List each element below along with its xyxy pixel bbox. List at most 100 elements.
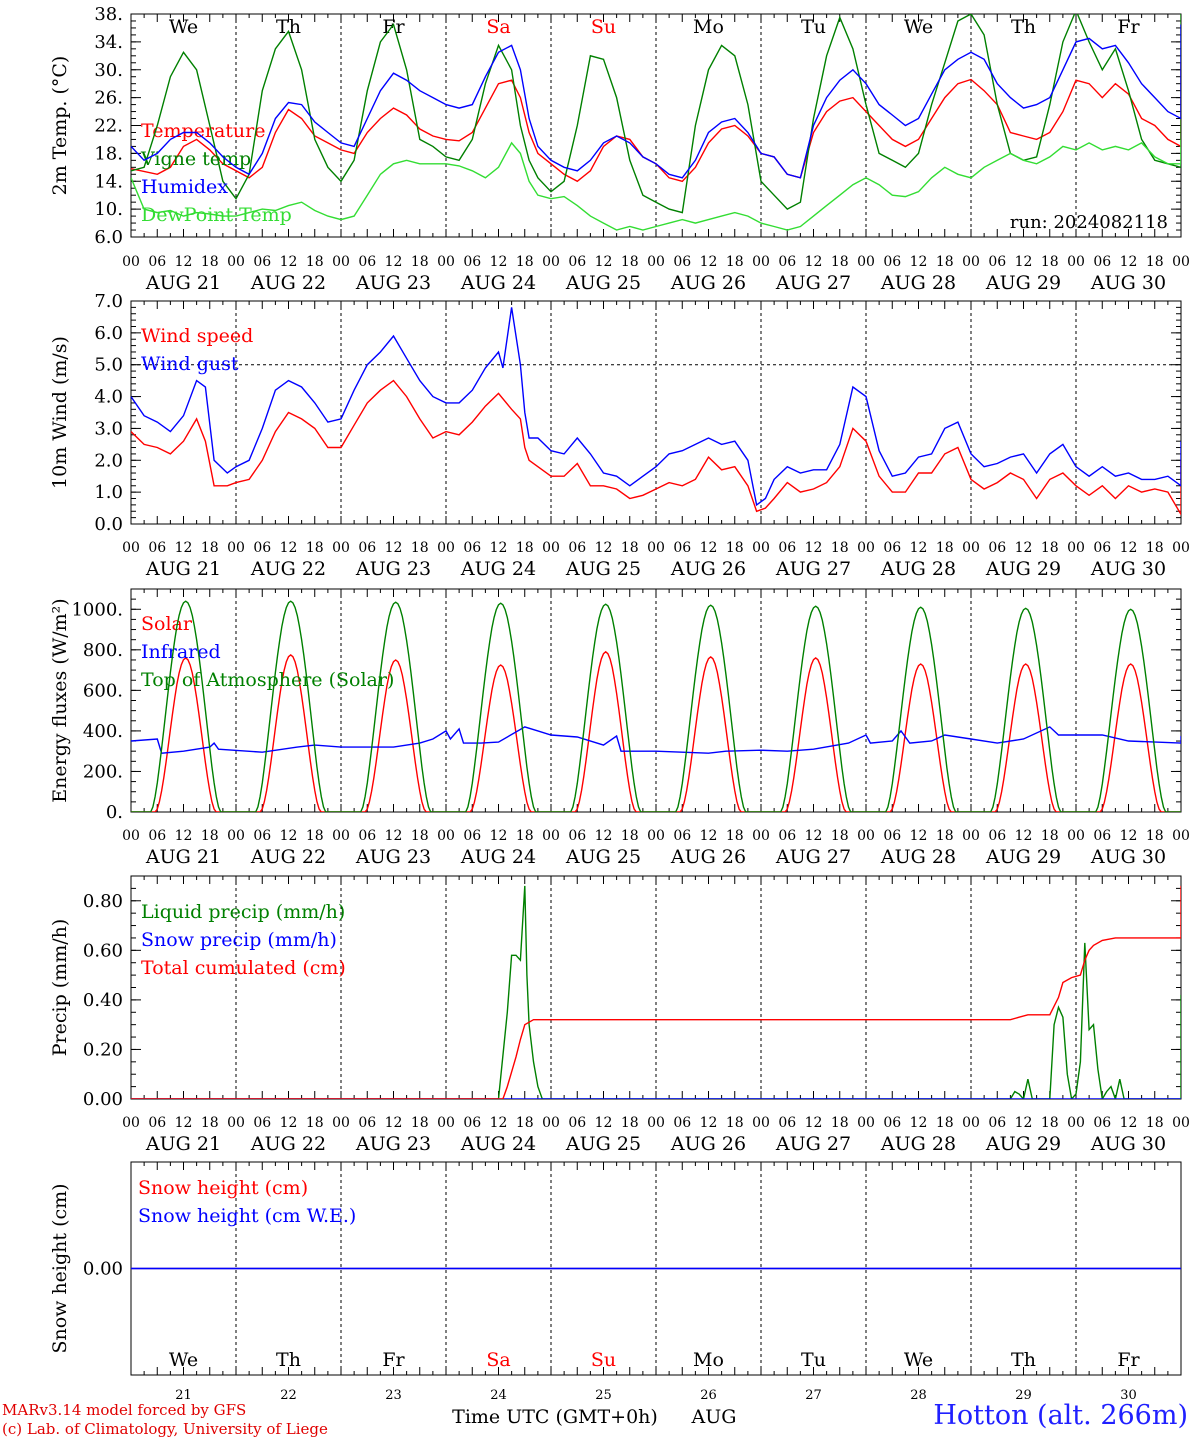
hour-tick-label: 06 [463, 540, 481, 556]
y-tick-label: 1000. [71, 599, 123, 620]
day-number-label: 30 [1120, 1388, 1137, 1403]
hour-tick-label: 12 [1120, 540, 1138, 556]
hour-tick-label: 00 [1067, 828, 1085, 844]
date-label: AUG 22 [250, 558, 326, 580]
hour-tick-label: 12 [1015, 1115, 1033, 1131]
hour-tick-label: 18 [411, 540, 429, 556]
hour-tick-label: 12 [700, 254, 718, 270]
hour-tick-label: 06 [463, 254, 481, 270]
hour-tick-label: 00 [752, 254, 770, 270]
legend-entry: Snow height (cm) [138, 1177, 308, 1199]
hour-tick-label: 18 [411, 828, 429, 844]
date-label: AUG 27 [775, 558, 851, 580]
hour-tick-label: 06 [988, 540, 1006, 556]
hour-tick-label: 18 [201, 540, 219, 556]
date-label: AUG 29 [985, 272, 1061, 294]
date-label: AUG 22 [250, 272, 326, 294]
legend-entry: Snow precip (mm/h) [141, 929, 337, 951]
hour-tick-label: 00 [437, 828, 455, 844]
y-tick-label: 1.0 [94, 482, 123, 503]
y-tick-label: 0. [106, 802, 123, 823]
hour-tick-label: 18 [1146, 828, 1164, 844]
hour-tick-label: 00 [542, 254, 560, 270]
hour-tick-label: 12 [280, 828, 298, 844]
hour-tick-label: 18 [1041, 828, 1059, 844]
y-tick-label: 0.0 [94, 514, 123, 535]
hour-tick-label: 00 [227, 828, 245, 844]
hour-tick-label: 12 [805, 254, 823, 270]
hour-tick-label: 00 [227, 254, 245, 270]
hour-tick-label: 12 [1120, 254, 1138, 270]
weekday-label: We [904, 1349, 933, 1371]
hour-tick-label: 00 [542, 828, 560, 844]
hour-tick-label: 06 [673, 828, 691, 844]
hour-tick-label: 12 [595, 540, 613, 556]
hour-tick-label: 00 [857, 540, 875, 556]
y-tick-label: 6.0 [94, 227, 123, 248]
y-tick-label: 0.40 [83, 990, 123, 1011]
hour-tick-label: 06 [358, 254, 376, 270]
y-tick-label: 4.0 [94, 387, 123, 408]
panel-frame [130, 588, 1182, 813]
day-number-label: 28 [910, 1388, 927, 1403]
hour-tick-label: 12 [700, 540, 718, 556]
date-label: AUG 22 [250, 846, 326, 868]
hour-tick-label: 18 [831, 1115, 849, 1131]
day-number-label: 21 [175, 1388, 192, 1403]
hour-tick-label: 12 [805, 540, 823, 556]
y-tick-label: 3.0 [94, 418, 123, 439]
date-label: AUG 29 [985, 846, 1061, 868]
date-label: AUG 26 [670, 558, 746, 580]
hour-tick-label: 06 [778, 254, 796, 270]
day-number-label: 25 [595, 1388, 612, 1403]
date-label: AUG 30 [1090, 272, 1166, 294]
hour-tick-label: 18 [306, 540, 324, 556]
hour-tick-label: 06 [253, 254, 271, 270]
weekday-label: Sa [486, 1349, 510, 1371]
hour-tick-label: 12 [910, 828, 928, 844]
date-label: AUG 29 [985, 1133, 1061, 1155]
weekday-label: Fr [1117, 1349, 1140, 1371]
y-tick-label: 0.00 [83, 1089, 123, 1110]
date-label: AUG 26 [670, 272, 746, 294]
lab-credit: (c) Lab. of Climatology, University of L… [2, 1420, 328, 1438]
panel-4: 0.00 0.20 0.40 0.60 0.80 Precip (mm/h) 00 06 12 1… [49, 875, 1190, 1155]
date-label: AUG 30 [1090, 846, 1166, 868]
hour-tick-label: 18 [1041, 540, 1059, 556]
date-label: AUG 27 [775, 1133, 851, 1155]
hour-tick-label: 00 [1172, 828, 1190, 844]
weekday-label: Mo [693, 16, 724, 38]
date-label: AUG 21 [145, 558, 221, 580]
hour-tick-label: 00 [647, 1115, 665, 1131]
hour-tick-label: 18 [831, 540, 849, 556]
hour-tick-label: 00 [332, 1115, 350, 1131]
hour-tick-label: 12 [175, 254, 193, 270]
date-label: AUG 23 [355, 846, 431, 868]
hour-tick-label: 00 [332, 828, 350, 844]
y-tick-label: 38. [94, 4, 123, 25]
hour-tick-label: 18 [516, 540, 534, 556]
y-axis-label: Energy fluxes (W/m²) [49, 598, 71, 802]
hour-tick-label: 00 [752, 1115, 770, 1131]
y-tick-label: 7.0 [94, 291, 123, 312]
hour-tick-label: 18 [1146, 254, 1164, 270]
date-label: AUG 30 [1090, 558, 1166, 580]
y-tick-label: 6.0 [94, 323, 123, 344]
hour-tick-label: 18 [726, 540, 744, 556]
hour-tick-label: 00 [542, 540, 560, 556]
weekday-label: We [169, 16, 198, 38]
date-label: AUG 24 [460, 272, 536, 294]
hour-tick-label: 12 [595, 828, 613, 844]
hour-tick-label: 18 [201, 1115, 219, 1131]
hour-tick-label: 06 [1093, 1115, 1111, 1131]
day-number-label: 23 [385, 1388, 402, 1403]
date-label: AUG 28 [880, 846, 956, 868]
hour-tick-label: 00 [437, 540, 455, 556]
y-tick-label: 0.20 [83, 1039, 123, 1060]
hour-tick-label: 12 [910, 540, 928, 556]
hour-tick-label: 00 [1067, 540, 1085, 556]
hour-tick-label: 06 [778, 1115, 796, 1131]
hour-tick-label: 18 [1041, 1115, 1059, 1131]
hour-tick-label: 00 [542, 1115, 560, 1131]
hour-tick-label: 06 [778, 828, 796, 844]
